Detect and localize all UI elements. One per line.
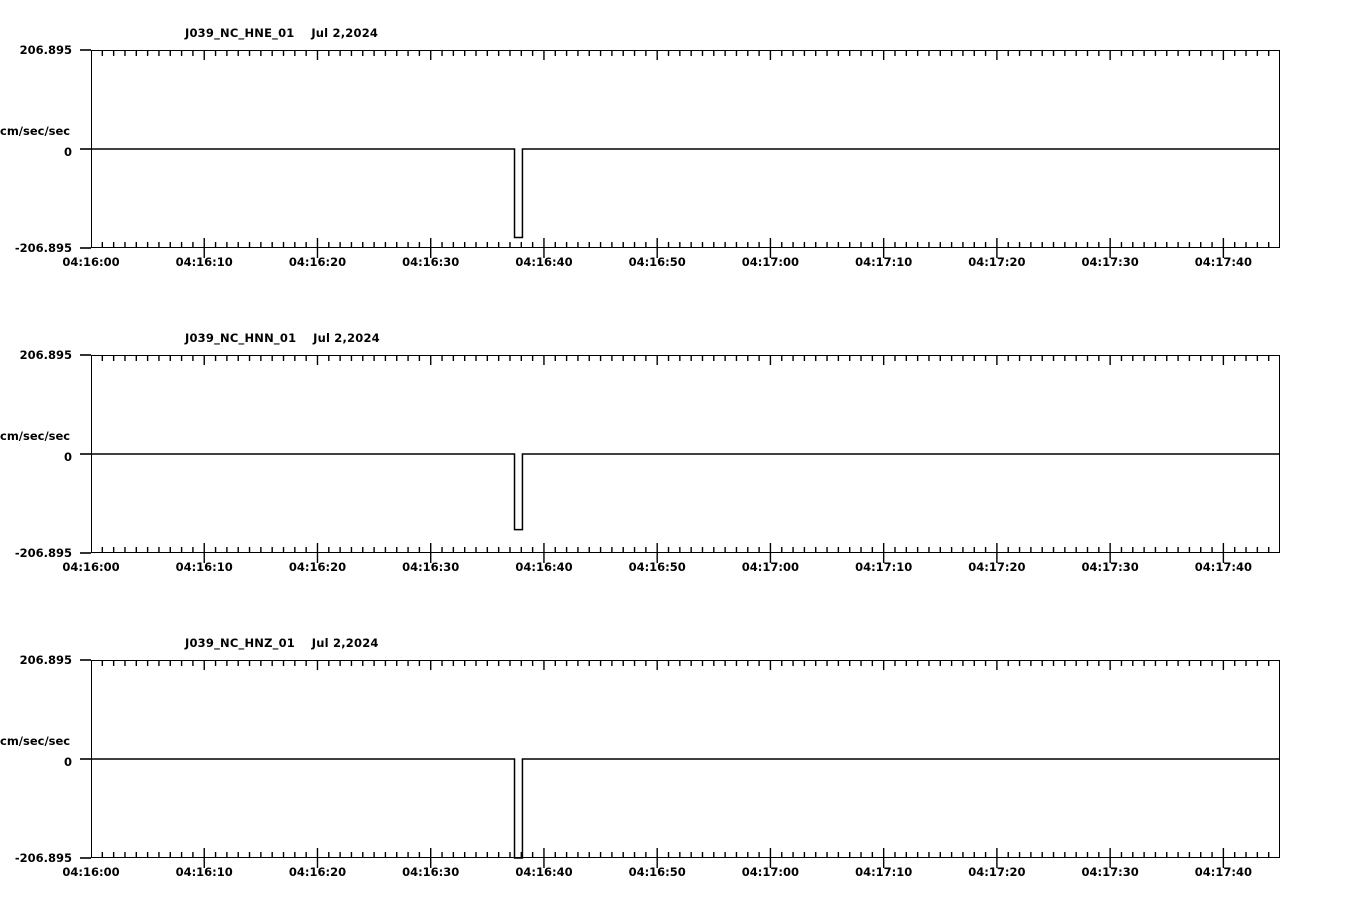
y-axis-units-label: cm/sec/sec: [0, 124, 71, 138]
x-axis-tick-label: 04:16:40: [515, 865, 573, 879]
x-axis-tick-label: 04:16:00: [62, 255, 120, 269]
x-axis-tick-label: 04:16:20: [288, 865, 347, 879]
seismogram-panel-hnz: J039_NC_HNZ_01 Jul 2,2024 206.895 cm/sec…: [0, 636, 1358, 910]
x-axis-tick-label: 04:17:10: [855, 255, 913, 269]
x-axis-tick-label: 04:16:50: [628, 560, 686, 574]
x-axis-tick-label: 04:16:20: [288, 255, 347, 269]
panel-title: J039_NC_HNE_01 Jul 2,2024: [185, 26, 379, 40]
x-axis-tick-label: 04:16:30: [402, 865, 460, 879]
x-axis-tick-label: 04:16:00: [62, 865, 120, 879]
x-axis-minor-ticks: [101, 355, 1270, 553]
y-axis-max-label: 206.895: [19, 653, 72, 667]
x-axis-tick-label: 04:17:20: [968, 865, 1026, 879]
x-axis-tick-label: 04:17:10: [855, 865, 913, 879]
y-axis-zero-label: 0: [63, 450, 72, 464]
x-axis-tick-label: 04:17:30: [1081, 865, 1139, 879]
x-axis-tick-label: 04:17:10: [855, 560, 913, 574]
y-axis-units-label: cm/sec/sec: [0, 429, 71, 443]
x-axis-tick-label: 04:17:20: [968, 255, 1026, 269]
x-axis-major-ticks: [203, 50, 1225, 258]
y-axis-zero-label: 0: [63, 145, 72, 159]
x-axis-tick-label: 04:17:40: [1194, 255, 1252, 269]
x-axis-tick-label: 04:16:30: [402, 560, 460, 574]
x-axis-tick-label: 04:17:00: [741, 255, 799, 269]
x-axis-tick-label: 04:16:20: [288, 560, 347, 574]
x-axis-tick-label: 04:16:10: [175, 560, 233, 574]
x-axis-tick-labels: 04:16:00 04:16:10 04:16:20 04:16:30 04:16:40…: [0, 865, 1358, 889]
x-axis-tick-label: 04:16:10: [175, 865, 233, 879]
x-axis-major-ticks: [203, 355, 1225, 563]
y-axis-min-label: -206.895: [14, 546, 72, 560]
plot-canvas: [80, 354, 1280, 563]
x-axis-minor-ticks: [101, 660, 1270, 858]
x-axis-tick-label: 04:16:40: [515, 560, 573, 574]
x-axis-tick-label: 04:17:00: [741, 560, 799, 574]
plot-canvas: [80, 49, 1280, 258]
x-axis-tick-label: 04:17:20: [968, 560, 1026, 574]
x-axis-tick-label: 04:17:30: [1081, 255, 1139, 269]
x-axis-tick-label: 04:16:10: [175, 255, 233, 269]
x-axis-tick-labels: 04:16:00 04:16:10 04:16:20 04:16:30 04:16:40…: [0, 560, 1358, 584]
y-axis-zero-label: 0: [63, 755, 72, 769]
waveform-trace: [91, 758, 1280, 859]
x-axis-minor-ticks: [101, 50, 1270, 248]
x-axis-tick-label: 04:16:50: [628, 865, 686, 879]
x-axis-tick-label: 04:16:40: [515, 255, 573, 269]
x-axis-tick-label: 04:17:40: [1194, 560, 1252, 574]
waveform-trace: [91, 148, 1280, 239]
x-axis-tick-labels: 04:16:00 04:16:10 04:16:20 04:16:30 04:16:40…: [0, 255, 1358, 279]
x-axis-tick-label: 04:16:50: [628, 255, 686, 269]
panel-title: J039_NC_HNN_01 Jul 2,2024: [185, 331, 380, 345]
y-axis-max-label: 206.895: [19, 43, 72, 57]
x-axis-tick-label: 04:17:40: [1194, 865, 1252, 879]
y-axis-min-label: -206.895: [14, 241, 72, 255]
x-axis-tick-label: 04:16:30: [402, 255, 460, 269]
y-axis-min-label: -206.895: [14, 851, 72, 865]
y-axis-ticks: [80, 49, 91, 249]
y-axis-max-label: 206.895: [19, 348, 72, 362]
y-axis-ticks: [80, 659, 91, 859]
x-axis-tick-label: 04:17:30: [1081, 560, 1139, 574]
x-axis-tick-label: 04:17:00: [741, 865, 799, 879]
waveform-trace: [91, 453, 1280, 531]
y-axis-ticks: [80, 354, 91, 554]
plot-canvas: [80, 659, 1280, 868]
seismogram-panel-hne: J039_NC_HNE_01 Jul 2,2024 206.895 cm/sec…: [0, 26, 1358, 300]
y-axis-units-label: cm/sec/sec: [0, 734, 71, 748]
seismogram-panel-hnn: J039_NC_HNN_01 Jul 2,2024 206.895 cm/sec…: [0, 331, 1358, 605]
panel-title: J039_NC_HNZ_01 Jul 2,2024: [185, 636, 379, 650]
x-axis-tick-label: 04:16:00: [62, 560, 120, 574]
x-axis-major-ticks: [203, 660, 1225, 868]
